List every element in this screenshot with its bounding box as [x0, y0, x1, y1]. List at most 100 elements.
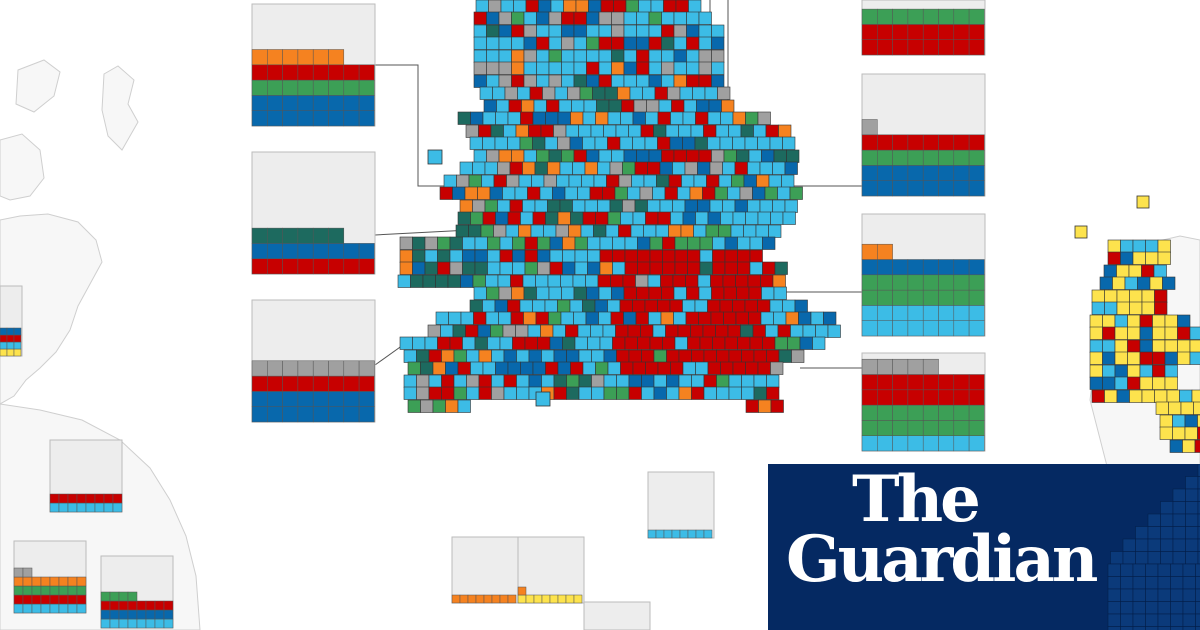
seat-cell	[892, 24, 909, 40]
constituency-cell	[523, 11, 537, 25]
constituency-cell	[724, 336, 738, 350]
constituency-cell	[774, 336, 788, 350]
seat-cell	[49, 502, 60, 513]
constituency-cell	[731, 174, 745, 188]
constituency-cell	[484, 161, 498, 175]
constituency-cell	[1170, 576, 1184, 590]
constituency-cell	[1155, 401, 1169, 415]
constituency-cell	[505, 224, 519, 238]
seat-cell	[13, 576, 24, 587]
seat-cell	[491, 594, 501, 604]
seat-cell	[968, 289, 985, 306]
seat-cell	[938, 39, 955, 56]
constituency-cell	[615, 324, 629, 338]
constituency-cell	[1195, 576, 1200, 590]
constituency-cell	[525, 0, 539, 13]
constituency-cell	[707, 136, 721, 150]
constituency-cell	[598, 36, 612, 50]
constituency-cell	[724, 249, 738, 263]
constituency-cell	[791, 349, 805, 363]
constituency-cell	[732, 136, 746, 150]
constituency-cell	[484, 199, 498, 213]
constituency-cell	[687, 336, 701, 350]
constituency-cell	[465, 324, 479, 338]
constituency-cell	[759, 199, 773, 213]
seat-cell	[968, 320, 985, 337]
constituency-cell	[549, 236, 563, 250]
seat-cell	[109, 591, 120, 602]
seat-cell	[312, 49, 329, 66]
constituency-cell	[437, 261, 451, 275]
constituency-cell	[682, 211, 696, 225]
constituency-cell	[664, 186, 678, 200]
constituency-cell	[699, 249, 713, 263]
seat-cell	[343, 95, 360, 111]
constituency-cell	[574, 236, 588, 250]
constituency-cell	[474, 261, 488, 275]
constituency-cell	[758, 399, 772, 413]
constituency-cell	[622, 274, 636, 288]
seat-cell	[861, 149, 878, 166]
constituency-cell	[561, 11, 575, 25]
constituency-cell	[695, 111, 709, 125]
constituency-cell	[1185, 476, 1199, 490]
seat-cell	[312, 406, 329, 423]
constituency-cell	[605, 224, 619, 238]
constituency-cell	[549, 261, 563, 275]
constituency-cell	[770, 211, 784, 225]
seat-cell	[145, 618, 156, 629]
constituency-cell	[603, 386, 617, 400]
constituency-cell	[1185, 501, 1199, 515]
constituency-cell	[745, 399, 759, 413]
guardian-logo: The Guardian	[786, 468, 1098, 597]
seat-cell	[953, 259, 970, 276]
constituency-cell	[632, 111, 646, 125]
constituency-cell	[778, 124, 792, 138]
seat-cell	[922, 149, 939, 166]
constituency-cell	[748, 149, 762, 163]
seat-cell	[968, 180, 985, 197]
constituency-cell	[532, 361, 546, 375]
constituency-cell	[558, 99, 572, 113]
constituency-cell	[703, 374, 717, 388]
seat-cell	[938, 289, 955, 306]
seat-cell	[251, 49, 268, 66]
seat-cell	[953, 165, 970, 181]
seat-cell	[49, 576, 60, 587]
constituency-cell	[703, 386, 717, 400]
seat-cell	[127, 618, 138, 629]
constituency-cell	[649, 336, 663, 350]
logo-line-guardian: Guardian	[786, 522, 1098, 597]
constituency-cell	[623, 286, 637, 300]
constituency-cell	[662, 249, 676, 263]
constituency-cell	[794, 299, 808, 313]
constituency-cell	[1157, 601, 1171, 615]
constituency-cell	[475, 0, 489, 13]
constituency-cell	[469, 136, 483, 150]
seat-cell	[328, 227, 345, 244]
constituency-cell	[1153, 264, 1167, 278]
seat-cell	[877, 358, 893, 375]
constituency-cell	[823, 311, 837, 325]
constituency-cell	[522, 199, 536, 213]
seat-cell	[861, 119, 878, 136]
constituency-cell	[1185, 551, 1199, 565]
constituency-cell	[661, 61, 675, 75]
constituency-cell	[747, 161, 761, 175]
constituency-cell	[453, 386, 467, 400]
seat-cell	[67, 502, 78, 513]
seat-cell	[679, 529, 689, 539]
constituency-cell	[586, 74, 600, 88]
seat-cell	[251, 406, 268, 423]
constituency-cell	[1160, 513, 1174, 527]
seat-cell	[938, 389, 955, 406]
constituency-cell	[1107, 576, 1121, 590]
seat-cell	[58, 603, 69, 614]
constituency-cell	[1135, 538, 1149, 552]
constituency-cell	[649, 249, 663, 263]
seat-cell	[451, 594, 461, 604]
constituency-cell	[416, 386, 430, 400]
constituency-cell	[600, 0, 614, 13]
constituency-cell	[759, 161, 773, 175]
